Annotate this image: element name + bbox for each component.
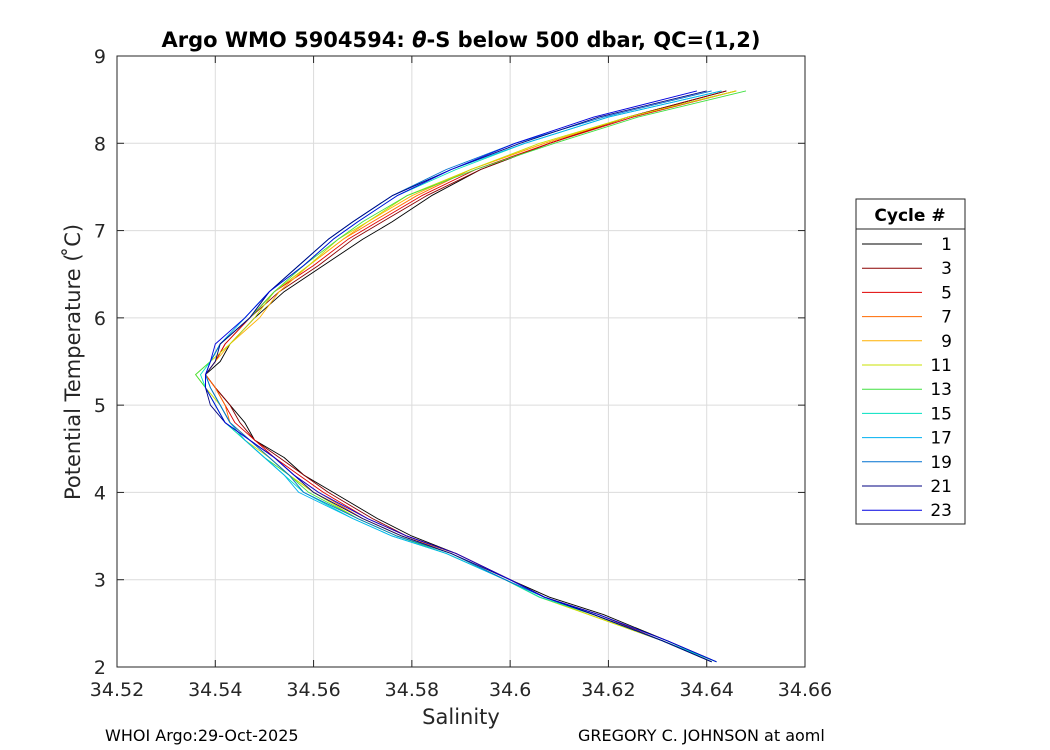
series-line-cycle-23 (205, 90, 717, 663)
y-tick-label: 5 (94, 395, 106, 417)
x-tick-label: 34.58 (385, 679, 439, 701)
axis-ticks (116, 55, 806, 668)
plot-area (117, 56, 805, 667)
legend-entry-label: 5 (941, 283, 952, 303)
x-tick-label: 34.6 (489, 679, 531, 701)
legend-entry-label: 13 (930, 380, 952, 400)
legend-entry-label: 1 (941, 235, 952, 255)
x-tick-label: 34.66 (778, 679, 832, 701)
x-tick-label: 34.52 (90, 679, 144, 701)
legend-entry-label: 15 (930, 404, 952, 424)
y-tick-label: 8 (94, 133, 106, 155)
legend-entry-label: 17 (930, 429, 952, 449)
x-axis-label: Salinity (422, 705, 500, 729)
y-tick-label: 3 (94, 570, 106, 592)
y-tick-label: 7 (94, 221, 106, 243)
y-axis-label: Potential Temperature ( ̊C) (61, 224, 85, 500)
footer-left: WHOI Argo:29-Oct-2025 (105, 726, 299, 745)
legend-entry-label: 3 (941, 259, 952, 279)
footer-right: GREGORY C. JOHNSON at aoml (578, 726, 825, 745)
y-tick-label: 4 (94, 482, 106, 504)
legend-entry-label: 9 (941, 332, 952, 352)
series-line-cycle-21 (205, 90, 712, 663)
x-tick-label: 34.62 (581, 679, 635, 701)
y-tick-label: 9 (94, 46, 106, 68)
chart-title: Argo WMO 5904594: θ-S below 500 dbar, QC… (161, 28, 760, 52)
legend-entry-label: 7 (941, 308, 952, 328)
y-tick-label: 6 (94, 308, 106, 330)
legend-entry-label: 23 (930, 501, 952, 521)
axis-tick-labels: 34.52 34.54 34.56 34.58 34.6 34.62 34.64 34.66 2… (90, 46, 832, 701)
y-tick-label: 2 (94, 657, 106, 679)
series-group (195, 90, 747, 663)
legend-entry-label: 21 (930, 477, 952, 497)
plot-frame (116, 55, 806, 668)
legend-entry-label: 11 (930, 356, 952, 376)
x-tick-label: 34.64 (680, 679, 734, 701)
x-tick-label: 34.54 (188, 679, 242, 701)
legend-entry-label: 19 (930, 453, 952, 473)
legend-box (855, 198, 966, 525)
legend-title: Cycle # (874, 206, 945, 226)
x-tick-label: 34.56 (286, 679, 340, 701)
